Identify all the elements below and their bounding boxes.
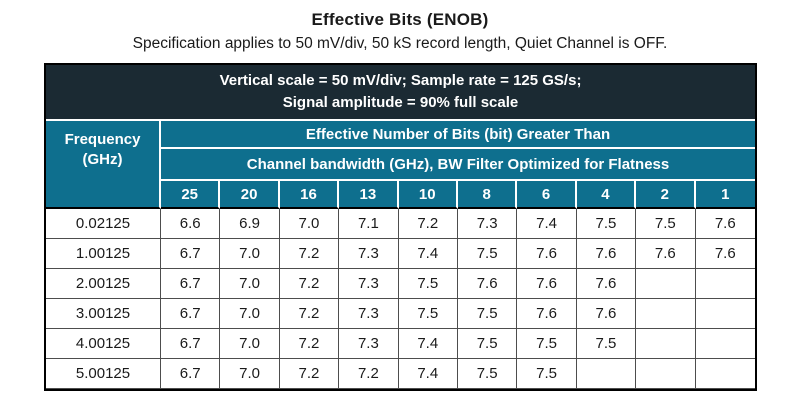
- bandwidth-header-cell: 8: [457, 181, 518, 209]
- enob-value-cell: [636, 299, 696, 329]
- enob-value-cell: 7.2: [279, 359, 340, 389]
- enob-value-cell: 7.6: [457, 269, 518, 299]
- enob-value-cell: 7.3: [339, 269, 399, 299]
- enob-value-cell: 7.5: [576, 329, 637, 359]
- frequency-cell: 1.00125: [46, 239, 161, 269]
- enob-value-cell: 7.0: [220, 299, 280, 329]
- spanner-row-1: Frequency (GHz) Effective Number of Bits…: [46, 121, 755, 209]
- enob-value-cell: [695, 359, 755, 389]
- enob-value-cell: 7.0: [220, 269, 280, 299]
- enob-value-cell: 7.5: [457, 359, 518, 389]
- enob-value-cell: 7.0: [220, 239, 280, 269]
- bandwidth-header-cell: 1: [695, 181, 755, 209]
- enob-value-cell: 7.1: [339, 209, 399, 239]
- enob-value-cell: [576, 359, 637, 389]
- enob-value-cell: 7.5: [457, 239, 518, 269]
- enob-value-cell: [636, 269, 696, 299]
- bandwidth-header-cell: 25: [161, 181, 221, 209]
- enob-value-cell: 7.6: [576, 299, 637, 329]
- enob-value-cell: 7.0: [220, 329, 280, 359]
- enob-value-cell: 7.5: [457, 299, 518, 329]
- enob-value-cell: 6.7: [161, 329, 221, 359]
- enob-value-cell: [636, 359, 696, 389]
- enob-spanner-header: Effective Number of Bits (bit) Greater T…: [161, 121, 755, 149]
- enob-value-cell: 7.5: [517, 329, 577, 359]
- enob-value-cell: 7.4: [398, 359, 458, 389]
- table-row: 5.00125 6.7 7.0 7.2 7.2 7.4 7.5 7.5: [46, 359, 755, 389]
- conditions-banner: Vertical scale = 50 mV/div; Sample rate …: [46, 65, 755, 121]
- enob-spec-table: Vertical scale = 50 mV/div; Sample rate …: [44, 63, 757, 391]
- enob-value-cell: 7.6: [576, 239, 637, 269]
- enob-value-cell: 7.6: [517, 269, 577, 299]
- enob-value-cell: 6.7: [161, 359, 221, 389]
- enob-value-cell: 7.4: [398, 239, 458, 269]
- enob-value-cell: 7.0: [220, 359, 280, 389]
- enob-value-cell: 7.6: [517, 299, 577, 329]
- enob-value-cell: 7.5: [517, 359, 577, 389]
- condition-line1: Vertical scale = 50 mV/div; Sample rate …: [219, 71, 582, 89]
- enob-value-cell: 7.6: [695, 239, 755, 269]
- enob-value-cell: 7.5: [398, 299, 458, 329]
- enob-value-cell: 7.3: [339, 239, 399, 269]
- enob-value-cell: 7.3: [339, 299, 399, 329]
- frequency-cell: 4.00125: [46, 329, 161, 359]
- frequency-column-header: Frequency (GHz): [46, 121, 161, 209]
- enob-value-cell: 7.4: [398, 329, 458, 359]
- enob-value-cell: 6.7: [161, 239, 221, 269]
- bandwidth-header-cell: 4: [576, 181, 637, 209]
- table-row: 0.02125 6.6 6.9 7.0 7.1 7.2 7.3 7.4 7.5 7.5 7.6: [46, 209, 755, 239]
- frequency-cell: 2.00125: [46, 269, 161, 299]
- enob-value-cell: 7.2: [279, 299, 340, 329]
- frequency-cell: 0.02125: [46, 209, 161, 239]
- bandwidth-header-cell: 6: [517, 181, 577, 209]
- enob-value-cell: 7.2: [339, 359, 399, 389]
- spanner-row-2: Channel bandwidth (GHz), BW Filter Optim…: [46, 149, 755, 181]
- enob-value-cell: 6.9: [220, 209, 280, 239]
- bandwidth-spanner-header: Channel bandwidth (GHz), BW Filter Optim…: [161, 149, 755, 181]
- enob-value-cell: 7.6: [695, 209, 755, 239]
- enob-value-cell: 7.3: [457, 209, 518, 239]
- enob-value-cell: 7.6: [517, 239, 577, 269]
- enob-value-cell: [695, 329, 755, 359]
- enob-value-cell: 7.0: [279, 209, 340, 239]
- enob-value-cell: 7.4: [517, 209, 577, 239]
- enob-value-cell: 7.6: [636, 239, 696, 269]
- page-title: Effective Bits (ENOB): [311, 10, 489, 29]
- enob-value-cell: [636, 329, 696, 359]
- table-row: 1.00125 6.7 7.0 7.2 7.3 7.4 7.5 7.6 7.6 7.6 7.6: [46, 239, 755, 269]
- enob-value-cell: 7.5: [457, 329, 518, 359]
- enob-value-cell: 7.6: [576, 269, 637, 299]
- bandwidth-header-row: 25 20 16 13 10 8 6 4 2 1: [46, 181, 755, 209]
- enob-value-cell: 7.2: [279, 239, 340, 269]
- bandwidth-header-cell: 10: [398, 181, 458, 209]
- page-subtitle: Specification applies to 50 mV/div, 50 k…: [132, 35, 668, 52]
- condition-line2: Signal amplitude = 90% full scale: [282, 94, 519, 111]
- enob-value-cell: 7.2: [279, 269, 340, 299]
- enob-value-cell: [695, 269, 755, 299]
- table-row: 2.00125 6.7 7.0 7.2 7.3 7.5 7.6 7.6 7.6: [46, 269, 755, 299]
- table-row: 3.00125 6.7 7.0 7.2 7.3 7.5 7.5 7.6 7.6: [46, 299, 755, 329]
- conditions-row: Vertical scale = 50 mV/div; Sample rate …: [46, 65, 755, 121]
- bandwidth-header-cell: 13: [339, 181, 399, 209]
- enob-value-cell: 7.5: [576, 209, 637, 239]
- enob-value-cell: 7.3: [339, 329, 399, 359]
- enob-value-cell: [695, 299, 755, 329]
- enob-value-cell: 7.2: [398, 209, 458, 239]
- enob-value-cell: 7.5: [636, 209, 696, 239]
- frequency-cell: 5.00125: [46, 359, 161, 389]
- frequency-cell: 3.00125: [46, 299, 161, 329]
- enob-value-cell: 7.5: [398, 269, 458, 299]
- enob-value-cell: 6.6: [161, 209, 221, 239]
- table-body: 0.02125 6.6 6.9 7.0 7.1 7.2 7.3 7.4 7.5 7.5 7.6 1.0…: [46, 209, 755, 389]
- enob-value-cell: 6.7: [161, 299, 221, 329]
- enob-value-cell: 6.7: [161, 269, 221, 299]
- table-row: 4.00125 6.7 7.0 7.2 7.3 7.4 7.5 7.5 7.5: [46, 329, 755, 359]
- enob-value-cell: 7.2: [279, 329, 340, 359]
- bandwidth-header-cell: 16: [279, 181, 340, 209]
- bandwidth-header-cell: 20: [220, 181, 280, 209]
- bandwidth-header-cell: 2: [636, 181, 696, 209]
